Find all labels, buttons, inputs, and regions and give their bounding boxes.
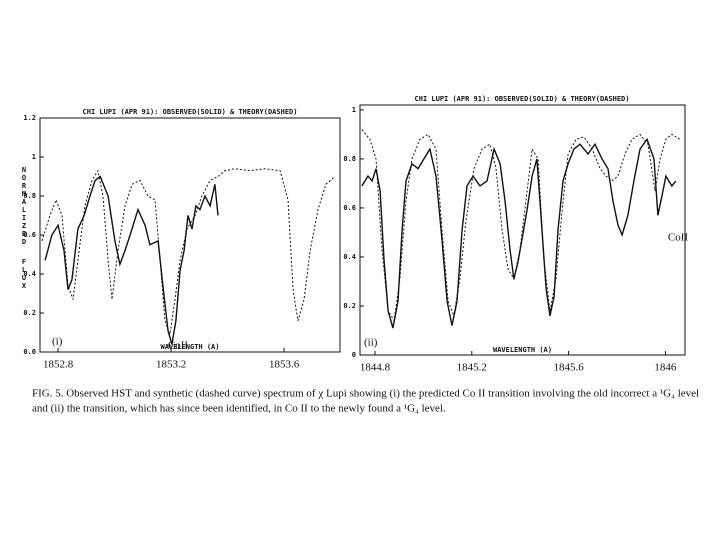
caption-line: FIG. 5. Observed HST and synthetic (dash… xyxy=(32,388,699,400)
x-tick-label: 1853.6 xyxy=(269,359,300,371)
annotation: CoII xyxy=(168,340,189,352)
x-axis-label: WAVELENGTH (A) xyxy=(493,346,552,354)
y-tick-label: 0.2 xyxy=(343,302,356,310)
chart-title: CHI LUPI (APR 91): OBSERVED(SOLID) & THE… xyxy=(415,95,630,103)
plot-frame xyxy=(359,104,686,356)
y-tick-label: 1.2 xyxy=(23,114,36,122)
y-tick-label: 0.4 xyxy=(23,270,36,278)
chart-title: CHI LUPI (APR 91): OBSERVED(SOLID) & THE… xyxy=(83,108,298,116)
y-tick-label: 0.4 xyxy=(343,253,356,261)
y-tick-label: 0.2 xyxy=(23,309,36,317)
x-tick-label: 1853.2 xyxy=(156,359,186,371)
observed-line xyxy=(44,175,219,345)
x-tick-label: 1844.8 xyxy=(360,362,391,374)
y-tick-label: 1 xyxy=(32,153,36,161)
y-tick-label: 1 xyxy=(352,106,356,114)
y-tick-label: 0 xyxy=(352,351,356,359)
y-tick-label: 0.6 xyxy=(23,231,36,239)
y-tick-label: 0.8 xyxy=(23,192,36,200)
x-axis-label: WAVELENGTH (A) xyxy=(160,343,219,351)
x-tick-label: 1846 xyxy=(654,362,677,374)
y-tick-label: 0.8 xyxy=(343,155,356,163)
x-tick-label: 1852.8 xyxy=(43,359,74,371)
annotation: CoII xyxy=(668,232,689,244)
x-tick-label: 1845.2 xyxy=(457,362,487,374)
caption-line: and (ii) the transition, which has since… xyxy=(32,403,446,415)
theory-line xyxy=(361,129,681,323)
annotation: (ii) xyxy=(364,337,378,349)
y-tick-label: 0.6 xyxy=(343,204,356,212)
y-tick-label: 0.0 xyxy=(23,348,36,356)
observed-line xyxy=(361,137,677,329)
annotation: (i) xyxy=(52,336,63,348)
theory-line xyxy=(41,168,336,335)
x-tick-label: 1845.6 xyxy=(553,362,584,374)
